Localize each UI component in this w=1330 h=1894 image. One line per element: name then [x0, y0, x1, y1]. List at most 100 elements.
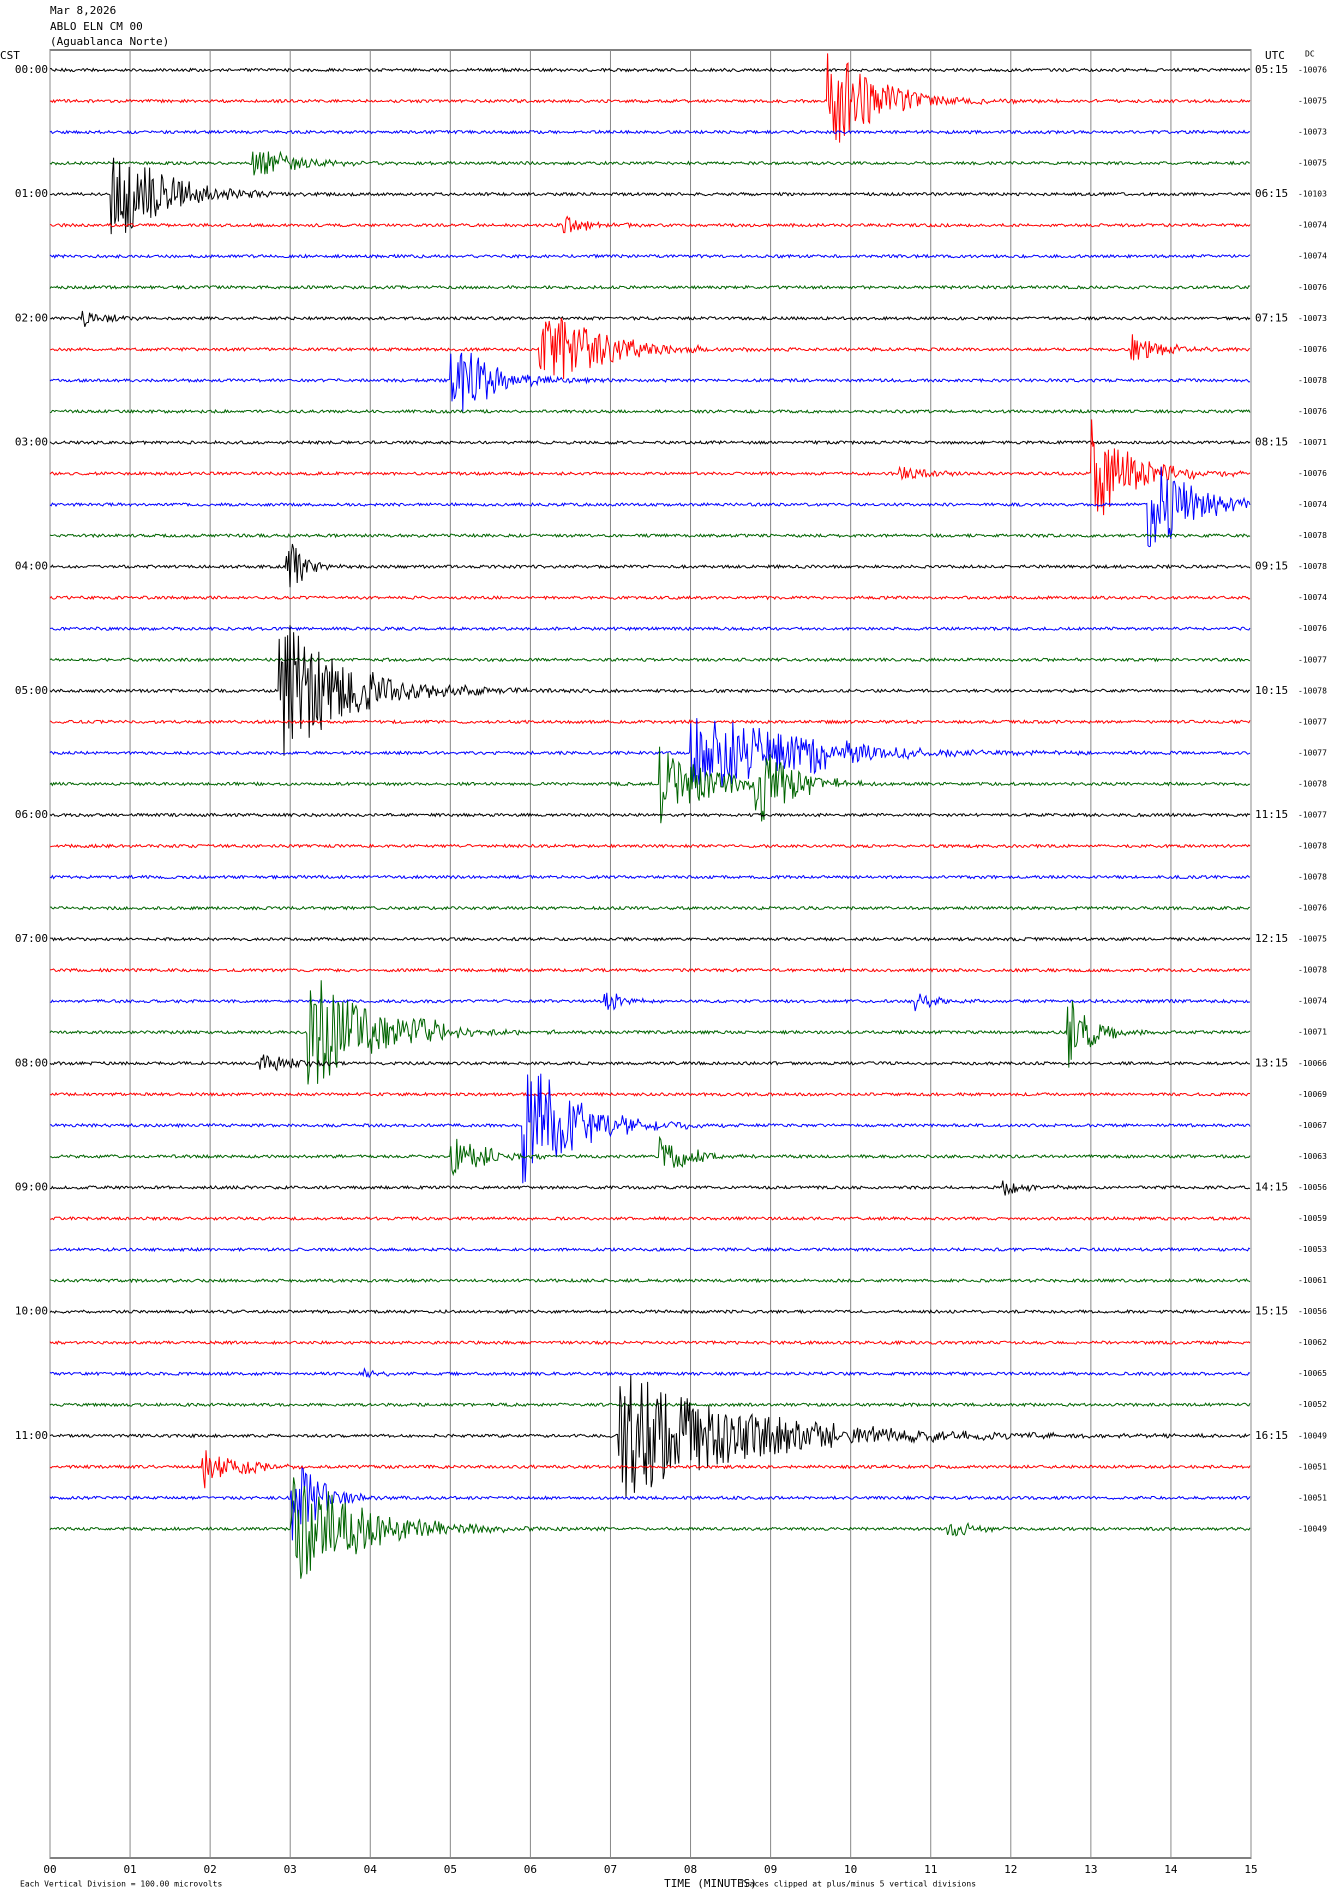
- trace: [49, 53, 1251, 143]
- station: ABLO ELN CM 00: [50, 20, 143, 33]
- trace: [49, 1246, 1251, 1253]
- dc-value: -10065: [1298, 1369, 1327, 1378]
- trace: [49, 626, 1251, 632]
- trace: [49, 1450, 1251, 1489]
- x-tick-label: 11: [924, 1863, 937, 1876]
- trace: [50, 1073, 1251, 1184]
- cst-label: 03:00: [15, 435, 48, 448]
- dc-value: -10074: [1298, 997, 1327, 1006]
- utc-label: 06:15: [1255, 187, 1288, 200]
- trace: [49, 215, 1251, 234]
- trace: [49, 67, 1251, 73]
- utc-label: 07:15: [1255, 311, 1288, 324]
- utc-label: 14:15: [1255, 1180, 1288, 1193]
- utc-label: 16:15: [1255, 1429, 1288, 1442]
- x-tick-label: 08: [684, 1863, 697, 1876]
- trace: [49, 657, 1251, 663]
- clip-note: Traces clipped at plus/minus 5 vertical …: [740, 1880, 976, 1889]
- utc-label: 10:15: [1255, 684, 1288, 697]
- dc-value: -10071: [1298, 1028, 1327, 1037]
- dc-value: -10078: [1298, 376, 1327, 385]
- x-tick-label: 01: [123, 1863, 136, 1876]
- trace: [49, 1091, 1251, 1098]
- trace: [49, 1467, 1251, 1541]
- dc-value: -10078: [1298, 842, 1327, 851]
- dc-value: -10077: [1298, 655, 1327, 664]
- dc-value: -10076: [1298, 407, 1327, 416]
- utc-label: 05:15: [1255, 63, 1288, 76]
- x-axis-label: TIME (MINUTES): [664, 1877, 757, 1890]
- dc-value: -10051: [1298, 1462, 1327, 1471]
- trace: [49, 980, 1251, 1085]
- trace: [49, 625, 1251, 756]
- x-tick-label: 07: [604, 1863, 617, 1876]
- trace: [49, 532, 1251, 539]
- trace: [49, 150, 1251, 176]
- trace: [49, 746, 1250, 824]
- trace: [49, 543, 1251, 588]
- dc-value: -10077: [1298, 748, 1327, 757]
- dc-value: -10061: [1298, 1276, 1327, 1285]
- trace: [49, 1180, 1251, 1196]
- dc-value: -10049: [1298, 1524, 1327, 1533]
- trace: [49, 1054, 1251, 1072]
- dc-value: -10056: [1298, 1307, 1327, 1316]
- dc-value: -10078: [1298, 686, 1327, 695]
- dc-value: -10052: [1298, 1400, 1327, 1409]
- trace: [49, 284, 1251, 290]
- trace: [49, 310, 1251, 327]
- dc-value: -10069: [1298, 1090, 1327, 1099]
- dc-value: -10049: [1298, 1431, 1327, 1440]
- trace: [49, 874, 1251, 880]
- site: (Aguablanca Norte): [50, 35, 169, 48]
- dc-value: -10073: [1298, 314, 1327, 323]
- x-tick-label: 02: [204, 1863, 217, 1876]
- dc-value: -10078: [1298, 531, 1327, 540]
- x-tick-label: 09: [764, 1863, 777, 1876]
- cst-label: 11:00: [15, 1429, 48, 1442]
- cst-label: 10:00: [15, 1305, 48, 1318]
- trace: [49, 905, 1251, 911]
- trace: [49, 1402, 1251, 1408]
- dc-value: -10076: [1298, 66, 1327, 75]
- right-zone: UTC: [1265, 49, 1285, 62]
- x-tick-label: 03: [284, 1863, 297, 1876]
- cst-label: 07:00: [15, 932, 48, 945]
- dc-value: -10076: [1298, 624, 1327, 633]
- trace: [49, 439, 1251, 446]
- cst-label: 00:00: [15, 63, 48, 76]
- dc-value: -10076: [1298, 345, 1327, 354]
- trace: [49, 719, 1251, 725]
- trace: [49, 843, 1251, 849]
- trace: [49, 157, 1251, 235]
- dc-value: -10077: [1298, 810, 1327, 819]
- trace: [49, 317, 1251, 380]
- trace: [49, 419, 1251, 516]
- dc-value: -10074: [1298, 500, 1327, 509]
- utc-label: 13:15: [1255, 1056, 1288, 1069]
- plot-frame: [49, 49, 1252, 1859]
- dc-value: -10075: [1298, 159, 1327, 168]
- x-tick-label: 06: [524, 1863, 537, 1876]
- trace: [49, 992, 1251, 1012]
- utc-label: 08:15: [1255, 435, 1288, 448]
- dc-value: -10074: [1298, 221, 1327, 230]
- x-tick-label: 15: [1244, 1863, 1257, 1876]
- trace: [49, 1339, 1251, 1346]
- trace: [49, 1367, 1251, 1379]
- trace: [49, 1477, 1251, 1579]
- dc-value: -10076: [1298, 904, 1327, 913]
- dc-value: -10078: [1298, 779, 1327, 788]
- dc-value: -10062: [1298, 1338, 1327, 1347]
- dc-value: -10076: [1298, 283, 1327, 292]
- trace: [49, 1135, 1251, 1177]
- dc-value: -10067: [1298, 1121, 1327, 1130]
- cst-label: 04:00: [15, 560, 48, 573]
- date: Mar 8,2026: [50, 4, 116, 17]
- cst-label: 02:00: [15, 311, 48, 324]
- dc-value: -10074: [1298, 252, 1327, 261]
- x-tick-label: 10: [844, 1863, 857, 1876]
- dc-value: -10075: [1298, 935, 1327, 944]
- dc-value: -10078: [1298, 873, 1327, 882]
- cst-label: 08:00: [15, 1056, 48, 1069]
